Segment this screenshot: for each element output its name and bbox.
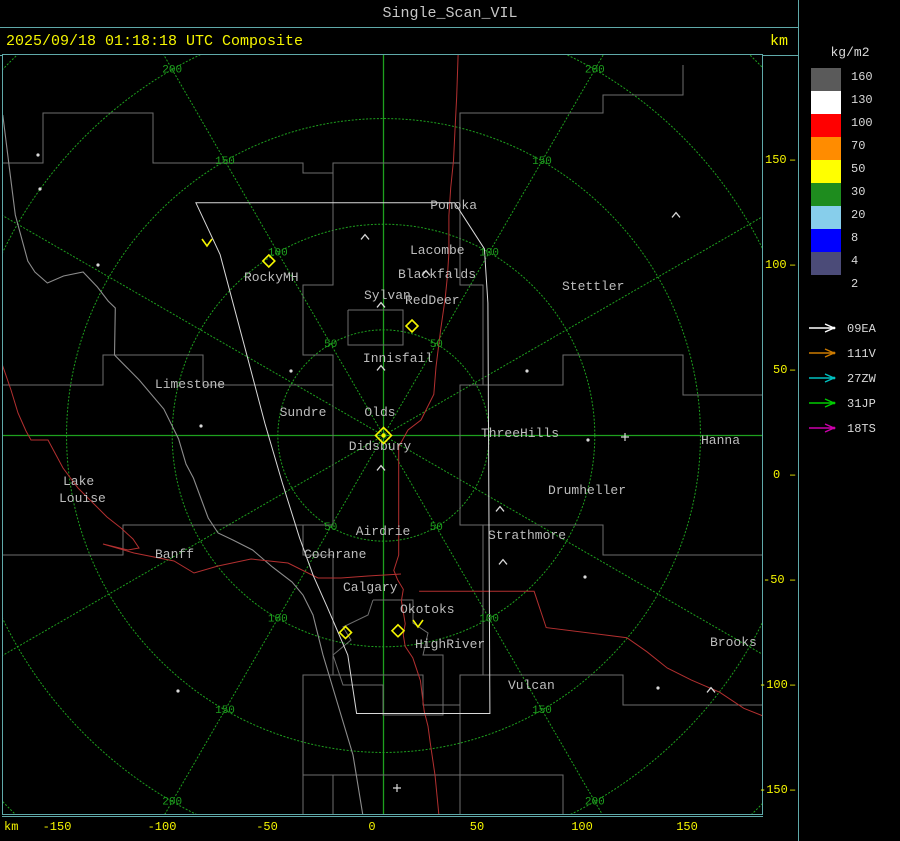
svg-text:Innisfail: Innisfail <box>363 351 433 366</box>
svg-text:150: 150 <box>532 705 552 717</box>
svg-text:150: 150 <box>215 705 235 717</box>
svg-text:Banff: Banff <box>155 547 194 562</box>
svg-text:Okotoks: Okotoks <box>400 602 455 617</box>
svg-text:100: 100 <box>479 613 499 625</box>
svg-text:ThreeHills: ThreeHills <box>481 426 559 441</box>
svg-text:Lacombe: Lacombe <box>410 243 465 258</box>
svg-text:18TS: 18TS <box>847 422 876 436</box>
svg-text:100: 100 <box>268 613 288 625</box>
svg-text:200: 200 <box>162 796 182 808</box>
svg-text:Stettler: Stettler <box>562 279 624 294</box>
svg-text:Airdrie: Airdrie <box>356 524 411 539</box>
svg-text:RedDeer: RedDeer <box>405 293 460 308</box>
svg-text:Ponoka: Ponoka <box>430 198 477 213</box>
svg-text:Olds: Olds <box>364 405 395 420</box>
svg-text:Lake: Lake <box>63 474 94 489</box>
svg-text:Hanna: Hanna <box>701 433 740 448</box>
svg-text:Blackfalds: Blackfalds <box>398 267 476 282</box>
svg-text:Strathmore: Strathmore <box>488 528 566 543</box>
svg-text:100: 100 <box>479 247 499 259</box>
svg-text:111V: 111V <box>847 347 877 361</box>
svg-text:HighRiver: HighRiver <box>415 637 485 652</box>
svg-text:09EA: 09EA <box>847 322 877 336</box>
svg-text:150: 150 <box>215 156 235 168</box>
svg-text:50: 50 <box>324 522 337 534</box>
svg-text:50: 50 <box>430 522 443 534</box>
svg-text:31JP: 31JP <box>847 397 876 411</box>
svg-text:200: 200 <box>162 64 182 76</box>
svg-text:50: 50 <box>430 339 443 351</box>
svg-text:Louise: Louise <box>59 491 106 506</box>
svg-text:Didsbury: Didsbury <box>349 439 412 454</box>
svg-text:Calgary: Calgary <box>343 580 398 595</box>
svg-text:Drumheller: Drumheller <box>548 483 626 498</box>
svg-text:Brooks: Brooks <box>710 635 757 650</box>
svg-text:50: 50 <box>324 339 337 351</box>
svg-text:RockyMH: RockyMH <box>244 270 299 285</box>
svg-text:200: 200 <box>585 64 605 76</box>
svg-text:Cochrane: Cochrane <box>304 547 366 562</box>
svg-text:Vulcan: Vulcan <box>508 678 555 693</box>
svg-text:200: 200 <box>585 796 605 808</box>
svg-text:150: 150 <box>532 156 552 168</box>
svg-text:Sylvan: Sylvan <box>364 288 411 303</box>
svg-text:Sundre: Sundre <box>280 405 327 420</box>
svg-text:27ZW: 27ZW <box>847 372 877 386</box>
svg-text:Limestone: Limestone <box>155 377 225 392</box>
